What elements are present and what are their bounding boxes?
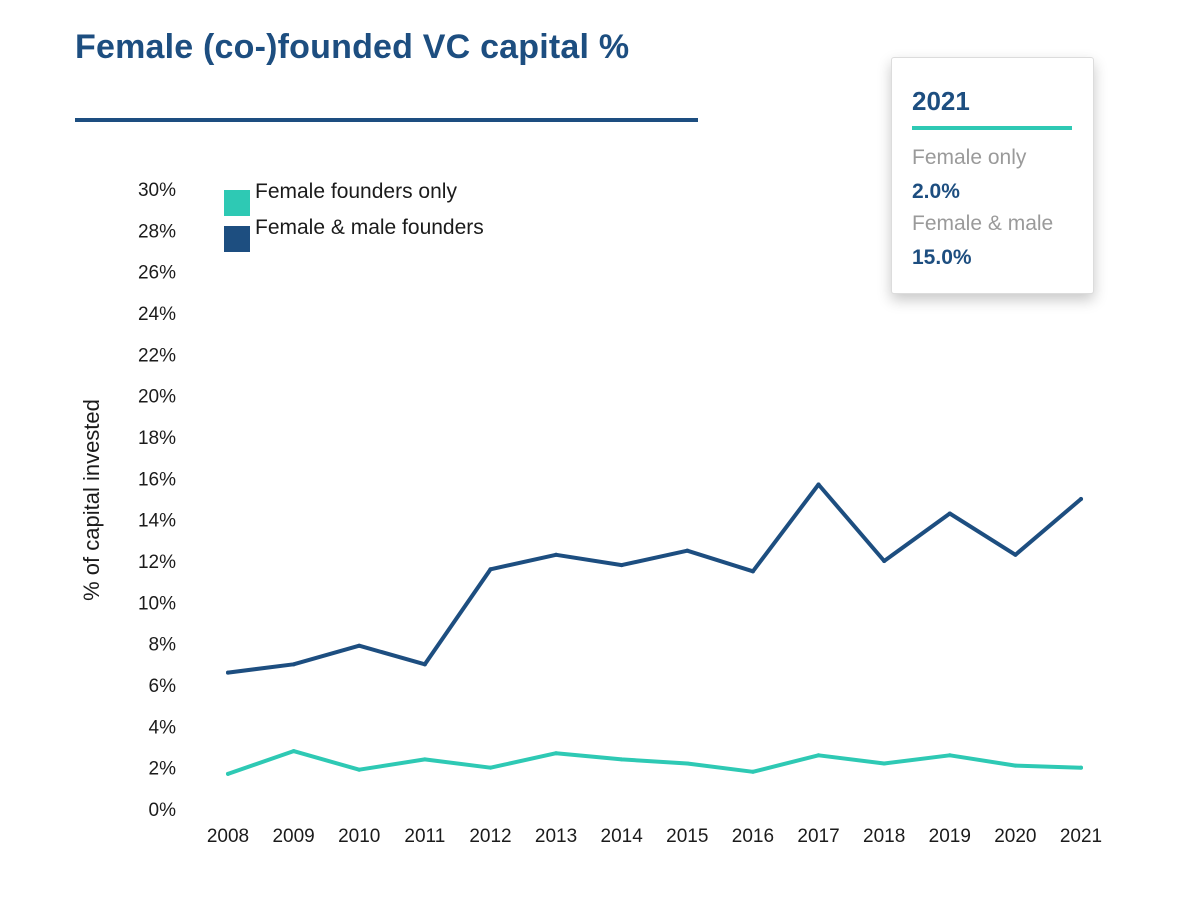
data-point[interactable] (291, 749, 296, 754)
x-tick-label: 2016 (732, 826, 774, 847)
x-tick-label: 2011 (404, 826, 445, 847)
series-lines (226, 482, 1083, 776)
tooltip-year: 2021 (912, 86, 970, 116)
data-point[interactable] (1013, 763, 1018, 768)
y-axis-ticks: 0% 2% 4% 6% 8% 10% 12% 14% 16% 18% 20% 22% 24% 26% 28%… (138, 180, 176, 821)
hover-tooltip: 2021 Female only 2.0% Female & male 15.0… (891, 57, 1094, 294)
y-tick-label: 8% (149, 635, 177, 656)
tooltip-female-male-label: Female & male (912, 212, 1054, 235)
x-tick-label: 2008 (207, 826, 249, 847)
y-tick-label: 26% (138, 263, 176, 284)
data-point[interactable] (816, 482, 821, 487)
data-point[interactable] (291, 662, 296, 667)
tooltip-female-male-value: 15.0% (912, 246, 972, 269)
x-tick-label: 2018 (863, 826, 905, 847)
data-point[interactable] (882, 559, 887, 563)
y-tick-label: 20% (138, 387, 176, 408)
legend-label-female-only: Female founders only (255, 180, 457, 203)
data-point[interactable] (816, 753, 821, 758)
data-point[interactable] (882, 761, 887, 766)
x-tick-label: 2020 (994, 826, 1036, 847)
y-tick-label: 6% (149, 676, 177, 697)
x-tick-label: 2014 (601, 826, 644, 847)
data-point[interactable] (554, 751, 559, 756)
y-tick-label: 12% (138, 552, 176, 573)
y-tick-label: 4% (149, 717, 177, 738)
data-point[interactable] (422, 662, 427, 667)
x-tick-label: 2017 (797, 826, 839, 847)
y-tick-label: 24% (138, 304, 176, 325)
data-point[interactable] (619, 757, 624, 762)
tooltip-divider (912, 126, 1072, 130)
y-tick-label: 2% (149, 759, 177, 780)
legend-item-female-male[interactable]: Female & male founders (224, 216, 484, 252)
legend-swatch-female-only (224, 190, 250, 216)
x-tick-label: 2019 (929, 826, 971, 847)
x-tick-label: 2015 (666, 826, 708, 847)
data-point[interactable] (947, 511, 952, 516)
x-tick-label: 2012 (469, 826, 511, 847)
series-line-female-male[interactable] (226, 482, 1083, 675)
data-point[interactable] (357, 643, 362, 648)
data-point[interactable] (226, 771, 230, 776)
chart-title: Female (co-)founded VC capital % (75, 28, 630, 66)
title-underline (75, 118, 698, 122)
tooltip-female-only-value: 2.0% (912, 180, 960, 203)
y-tick-label: 16% (138, 469, 176, 490)
data-point[interactable] (947, 753, 952, 758)
data-point[interactable] (1013, 552, 1018, 557)
data-point[interactable] (554, 552, 559, 557)
data-point[interactable] (685, 761, 690, 766)
legend-label-female-male: Female & male founders (255, 216, 484, 239)
y-tick-label: 10% (138, 593, 176, 614)
legend-swatch-female-male (224, 226, 250, 252)
data-point[interactable] (685, 548, 690, 553)
y-tick-label: 0% (149, 800, 177, 821)
data-point[interactable] (1079, 497, 1083, 501)
data-point[interactable] (226, 670, 230, 675)
x-tick-label: 2009 (272, 826, 314, 847)
x-tick-label: 2021 (1060, 826, 1102, 847)
data-point[interactable] (1079, 765, 1083, 770)
x-tick-label: 2010 (338, 826, 380, 847)
legend: Female founders only Female & male found… (224, 180, 484, 252)
y-tick-label: 30% (138, 180, 176, 201)
data-point[interactable] (750, 569, 755, 574)
data-point[interactable] (750, 769, 755, 774)
x-tick-label: 2013 (535, 826, 577, 847)
legend-item-female-only[interactable]: Female founders only (224, 180, 484, 216)
y-tick-label: 28% (138, 221, 176, 242)
y-tick-label: 18% (138, 428, 176, 449)
y-tick-label: 14% (138, 511, 176, 532)
x-axis-ticks: 2008 2009 2010 2011 2012 2013 2014 2015 2016 2017… (207, 826, 1102, 847)
y-axis-label: % of capital invested (79, 399, 104, 601)
data-point[interactable] (422, 757, 427, 762)
tooltip-female-only-label: Female only (912, 146, 1027, 169)
data-point[interactable] (619, 563, 624, 568)
y-tick-label: 22% (138, 345, 176, 366)
data-point[interactable] (488, 765, 493, 770)
series-line-female-only[interactable] (226, 749, 1083, 776)
data-point[interactable] (488, 567, 493, 572)
data-point[interactable] (357, 767, 362, 772)
